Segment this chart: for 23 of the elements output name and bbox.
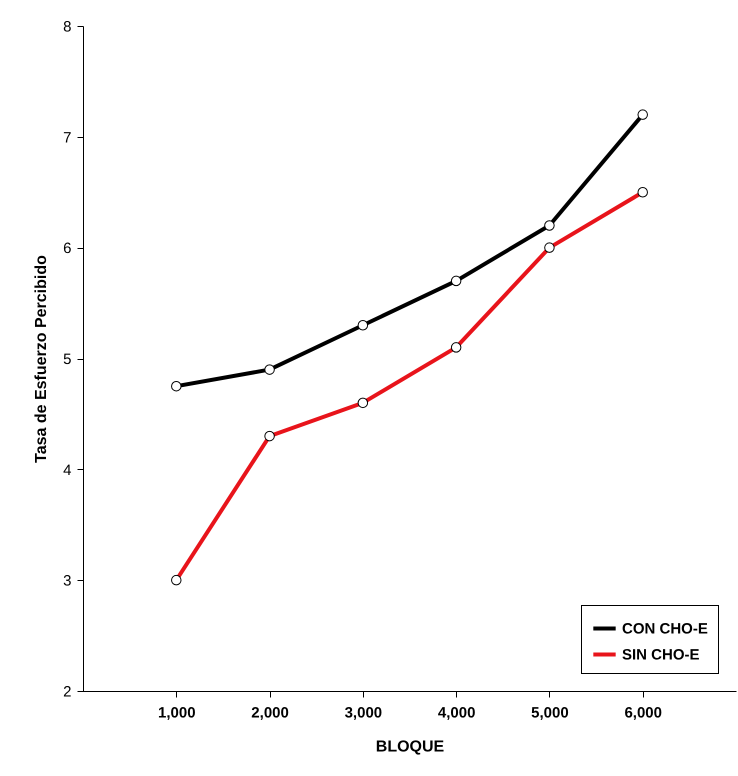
y-tick-label: 3 <box>63 572 72 590</box>
y-tick-label: 7 <box>63 129 72 146</box>
y-tick-label: 2 <box>63 684 72 700</box>
point <box>171 380 182 392</box>
y-tick-label: 6 <box>63 240 72 258</box>
x-axis-title: BLOQUE <box>376 738 445 756</box>
y-tick-label: 5 <box>63 351 72 368</box>
x-tick-label: 6,000 <box>624 704 662 722</box>
legend-label: SIN CHO-E <box>622 646 700 664</box>
y-axis-title: Tasa de Esfuerzo Percibido <box>33 254 50 463</box>
y-tick-label: 4 <box>63 462 72 479</box>
x-tick-label: 3,000 <box>344 704 382 722</box>
x-tick-label: 5,000 <box>531 704 569 722</box>
point <box>358 320 368 330</box>
x-tick-label: 4,000 <box>438 704 476 722</box>
legend-label: CON CHO-E <box>622 620 708 638</box>
point <box>544 220 555 231</box>
y-tick-label: 8 <box>63 18 72 36</box>
point <box>637 109 648 120</box>
x-tick-label: 2,000 <box>251 704 289 722</box>
point <box>264 364 275 375</box>
point <box>450 276 462 286</box>
x-tick-label: 1,000 <box>158 704 196 722</box>
